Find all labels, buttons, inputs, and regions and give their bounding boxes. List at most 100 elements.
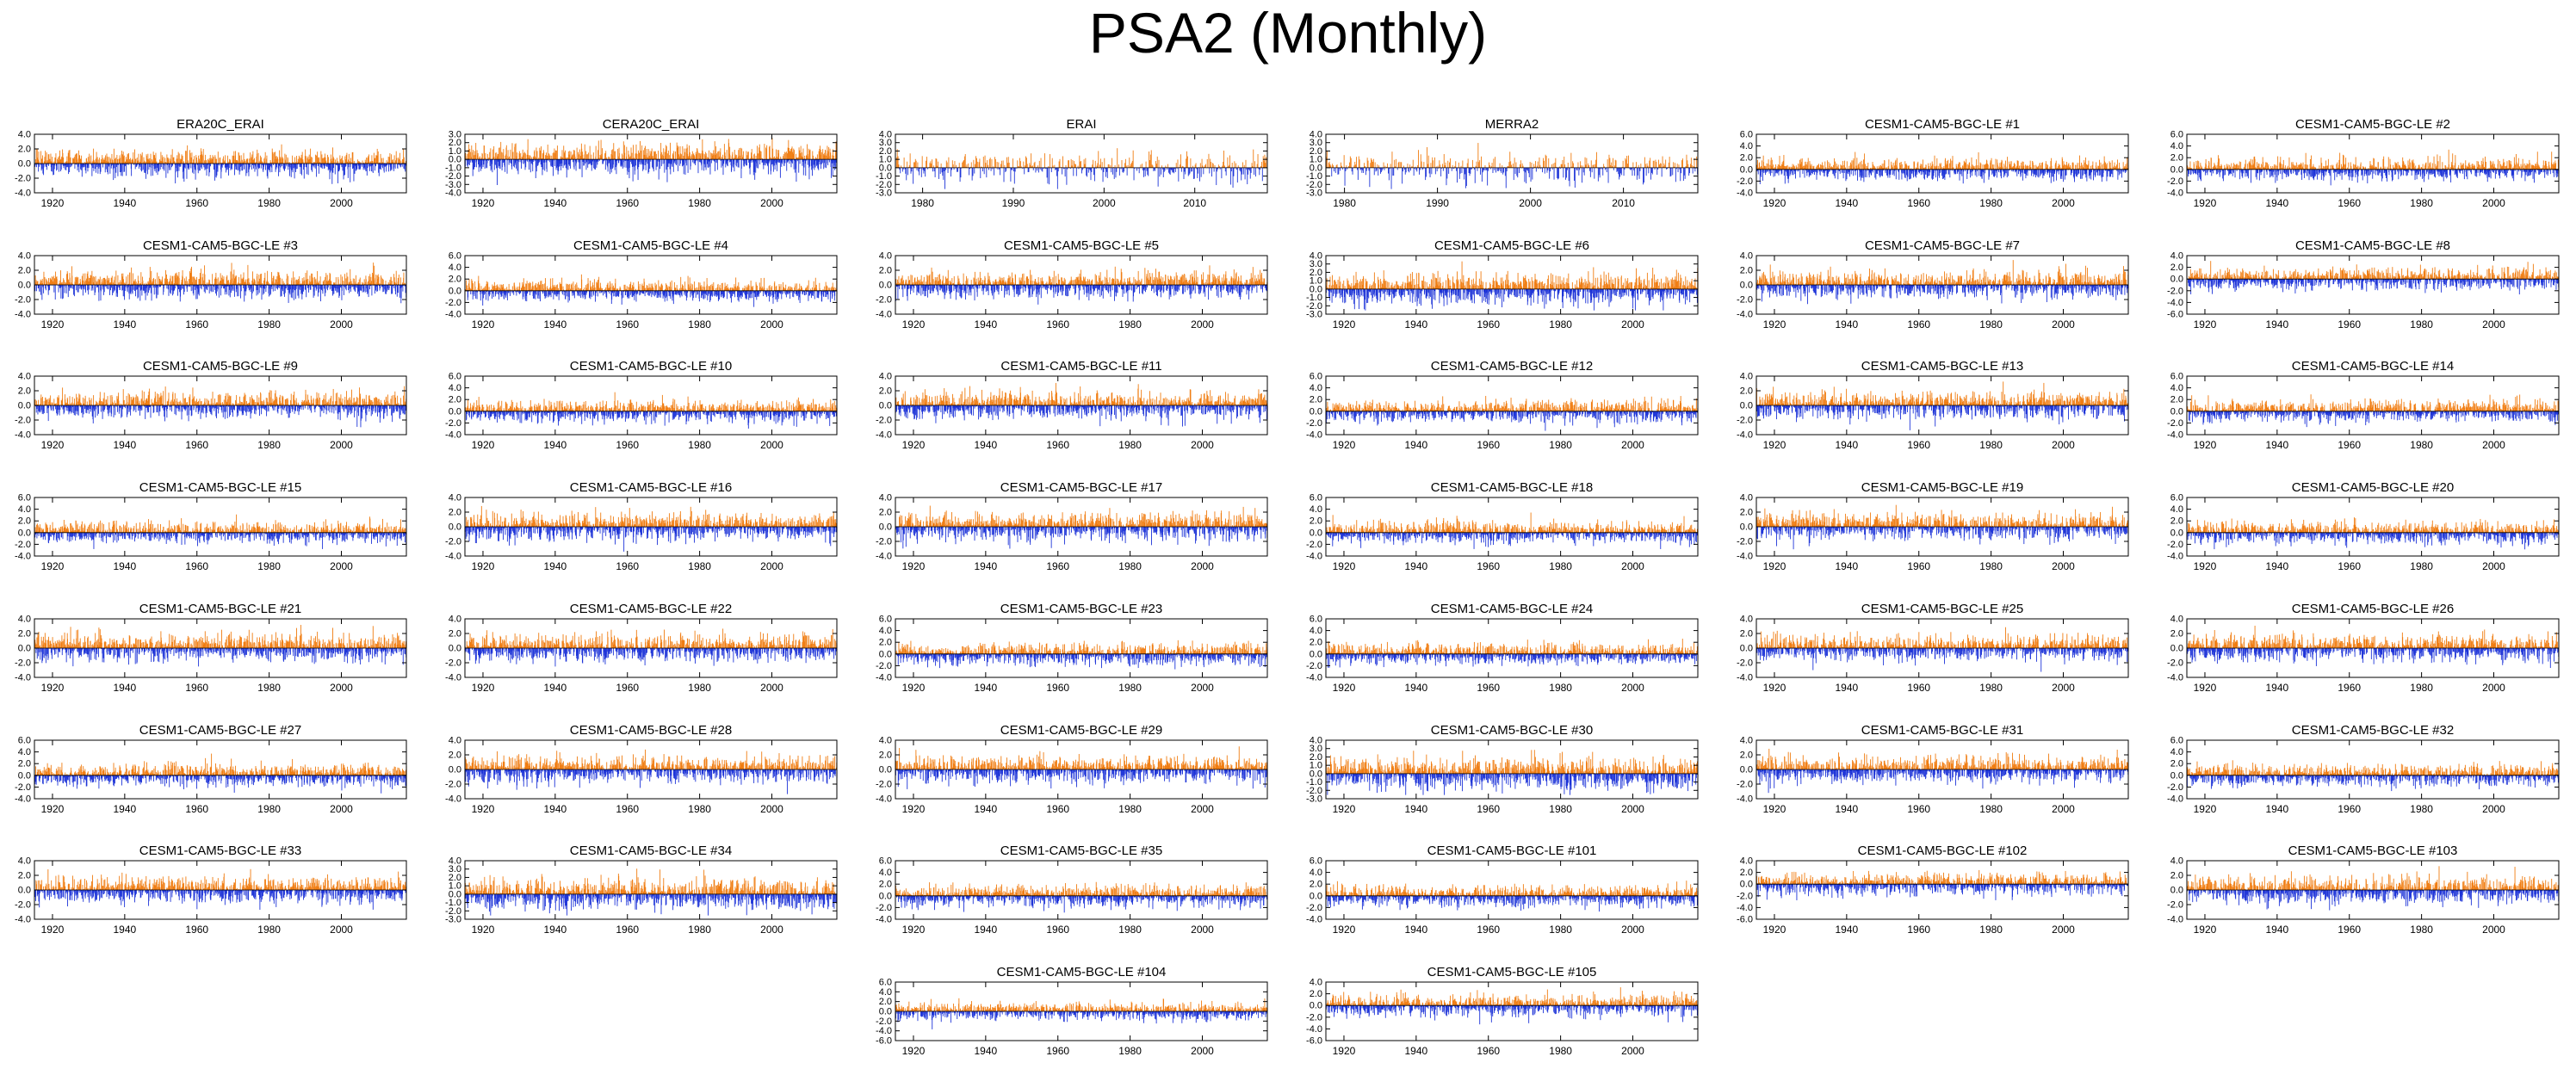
- bar: [172, 164, 173, 166]
- bar: [192, 164, 193, 173]
- bar: [150, 164, 151, 167]
- bar: [190, 164, 191, 169]
- bar: [215, 159, 216, 164]
- bar: [206, 160, 207, 164]
- bar: [98, 159, 99, 164]
- bar: [131, 164, 132, 176]
- bar: [160, 164, 161, 170]
- bar: [151, 154, 152, 164]
- bar: [204, 160, 205, 164]
- bar: [70, 164, 71, 167]
- bar: [134, 150, 135, 164]
- bar: [111, 164, 112, 166]
- bar: [46, 164, 47, 170]
- bar: [109, 164, 110, 174]
- bar: [234, 159, 235, 164]
- bar: [170, 155, 171, 164]
- bar: [95, 164, 96, 169]
- bar: [75, 155, 76, 164]
- bar: [81, 156, 82, 164]
- bar: [69, 151, 70, 164]
- bar: [169, 164, 170, 170]
- bar: [85, 164, 86, 173]
- bar: [92, 164, 93, 168]
- bar: [239, 156, 240, 164]
- bar: [90, 156, 91, 164]
- bar: [46, 152, 47, 164]
- bar: [43, 164, 44, 167]
- bar: [91, 164, 92, 176]
- bar: [168, 159, 169, 164]
- bar: [187, 164, 188, 179]
- bar: [96, 164, 97, 167]
- bar: [181, 164, 182, 167]
- bar: [52, 157, 53, 164]
- charts-panel-grid: ERA20C_ERAI4.02.00.0-2.0-4.01920 1940 1960…: [0, 0, 2576, 1069]
- bar: [145, 161, 146, 164]
- bar: [68, 164, 69, 174]
- bar: [199, 164, 200, 170]
- bar: [177, 164, 178, 166]
- bar: [106, 164, 107, 170]
- bar: [165, 164, 166, 178]
- bar: [249, 158, 250, 164]
- bar: [156, 164, 157, 173]
- bar: [41, 158, 42, 164]
- bar: [48, 164, 49, 166]
- bar: [135, 164, 136, 169]
- bar: [113, 160, 114, 164]
- bar: [113, 164, 114, 180]
- bar: [214, 164, 215, 181]
- bar: [201, 164, 202, 169]
- bar: [187, 145, 188, 164]
- bar: [202, 156, 203, 164]
- bar: [40, 151, 41, 164]
- bar: [218, 151, 219, 164]
- bar: [108, 157, 109, 164]
- bar: [204, 164, 205, 170]
- bar: [120, 158, 121, 164]
- bar: [152, 164, 153, 166]
- bar: [238, 153, 239, 164]
- bar: [236, 164, 237, 170]
- bar: [51, 154, 52, 164]
- bar: [244, 164, 245, 170]
- bar: [94, 164, 95, 171]
- bar: [208, 160, 209, 164]
- bar: [216, 159, 217, 164]
- bar: [117, 164, 118, 176]
- bar: [105, 164, 106, 172]
- bar: [185, 164, 186, 169]
- bar: [89, 164, 90, 168]
- bar: [191, 152, 192, 164]
- bar: [39, 164, 40, 167]
- bar: [223, 157, 224, 164]
- bar: [177, 158, 178, 164]
- bar: [122, 164, 123, 176]
- bar: [135, 158, 136, 164]
- bar: [143, 164, 144, 170]
- bar: [225, 155, 226, 164]
- bar: [74, 164, 75, 169]
- bar: [167, 164, 168, 173]
- bar: [246, 164, 247, 173]
- chart-panel: ERA20C_ERAI4.02.00.0-2.0-4.01920 1940 1960…: [15, 117, 407, 209]
- bar: [97, 157, 98, 164]
- bar: [139, 164, 140, 167]
- bar: [209, 164, 210, 172]
- bar: [195, 164, 196, 170]
- bar: [245, 164, 246, 176]
- bar: [66, 164, 67, 167]
- bar: [78, 164, 79, 172]
- bar: [188, 160, 189, 164]
- bar: [125, 164, 126, 166]
- bar: [186, 151, 187, 164]
- bar: [194, 156, 195, 164]
- bar: [57, 164, 58, 170]
- bar: [210, 164, 211, 166]
- bar: [237, 160, 238, 164]
- bar: [115, 158, 116, 164]
- bar: [242, 160, 243, 164]
- bar: [88, 157, 89, 164]
- bar: [141, 164, 142, 171]
